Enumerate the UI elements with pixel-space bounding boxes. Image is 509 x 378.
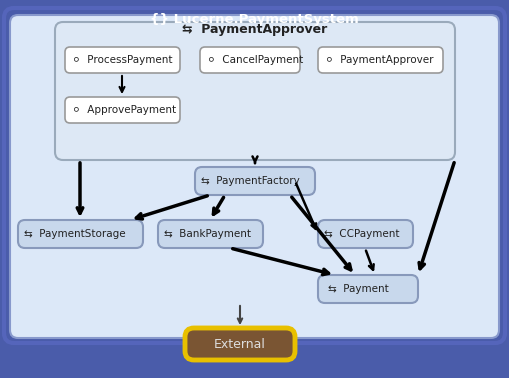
Text: ⚪  CancelPayment: ⚪ CancelPayment <box>207 55 303 65</box>
FancyBboxPatch shape <box>10 15 499 338</box>
Text: ⚪  PaymentApprover: ⚪ PaymentApprover <box>325 55 434 65</box>
Text: ⇆  BankPayment: ⇆ BankPayment <box>164 229 251 239</box>
Text: {} Lucerne.PaymentSystem: {} Lucerne.PaymentSystem <box>150 14 358 26</box>
Text: External: External <box>214 338 266 350</box>
FancyBboxPatch shape <box>318 220 413 248</box>
FancyBboxPatch shape <box>55 22 455 160</box>
FancyBboxPatch shape <box>18 220 143 248</box>
FancyBboxPatch shape <box>200 47 300 73</box>
FancyBboxPatch shape <box>158 220 263 248</box>
FancyBboxPatch shape <box>65 47 180 73</box>
Text: ⇆  Payment: ⇆ Payment <box>328 284 389 294</box>
FancyBboxPatch shape <box>318 275 418 303</box>
FancyBboxPatch shape <box>195 167 315 195</box>
Text: ⚪  ProcessPayment: ⚪ ProcessPayment <box>72 55 173 65</box>
FancyBboxPatch shape <box>4 8 505 343</box>
FancyBboxPatch shape <box>318 47 443 73</box>
Text: ⚪  ApprovePayment: ⚪ ApprovePayment <box>72 105 176 115</box>
Text: ⇆  PaymentFactory: ⇆ PaymentFactory <box>201 176 300 186</box>
Text: ⇆  PaymentApprover: ⇆ PaymentApprover <box>182 23 328 37</box>
Text: ⇆  CCPayment: ⇆ CCPayment <box>324 229 400 239</box>
Text: ⇆  PaymentStorage: ⇆ PaymentStorage <box>24 229 126 239</box>
FancyBboxPatch shape <box>185 328 295 360</box>
FancyBboxPatch shape <box>65 97 180 123</box>
